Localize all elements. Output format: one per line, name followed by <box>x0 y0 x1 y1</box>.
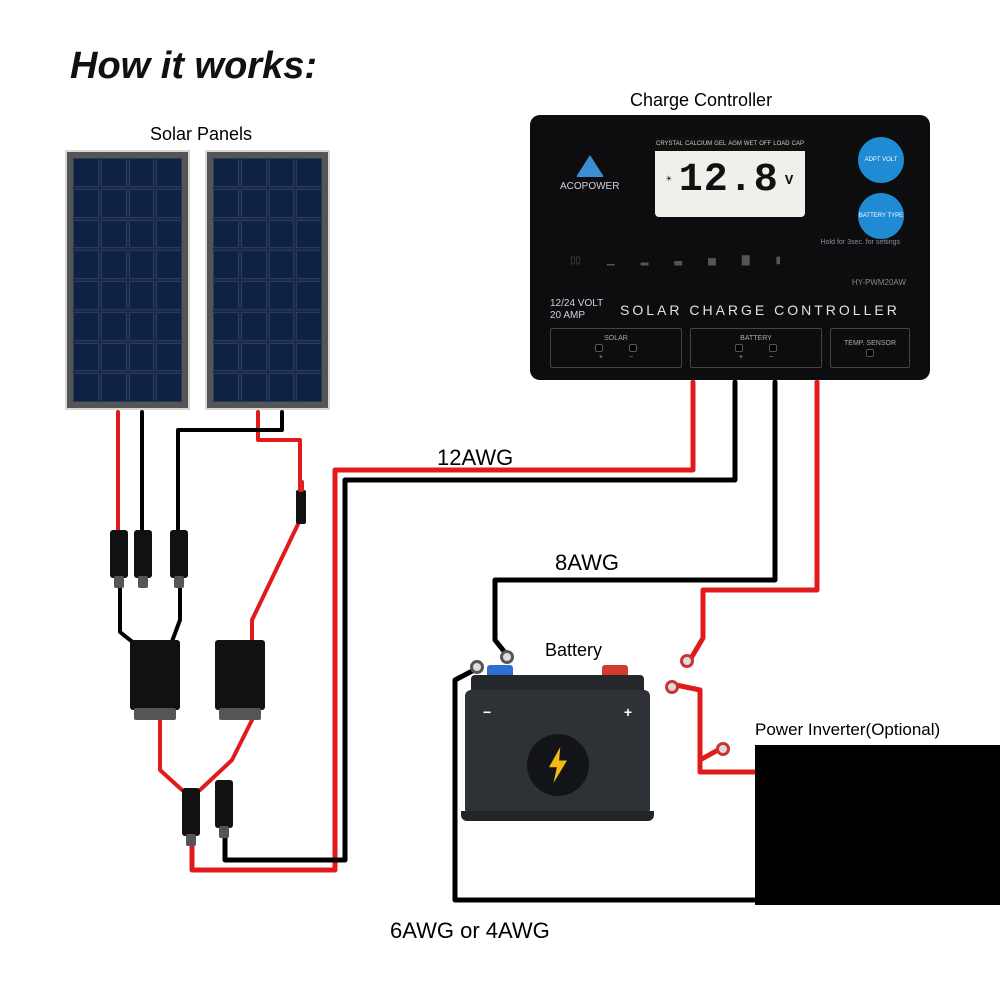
label-inverter: Power Inverter(Optional) <box>755 720 940 740</box>
label-charge-controller: Charge Controller <box>630 90 772 111</box>
model-number: HY-PWM20AW <box>852 278 906 287</box>
ring-terminal <box>500 650 514 664</box>
diagram-title: How it works: <box>70 45 317 88</box>
lcd-unit: V <box>785 151 794 211</box>
port-battery: BATTERY +− <box>690 328 822 368</box>
brand-text: ACOPOWER <box>560 181 619 192</box>
lcd-voltage: 12.8 <box>679 151 779 211</box>
lcd-display: CRYSTALCALCIUMGELAGMWETOFFLOADCAP ☀ 12.8… <box>655 137 805 217</box>
lcd-strip: CRYSTALCALCIUMGELAGMWETOFFLOADCAP <box>655 137 805 151</box>
battery: − + <box>465 665 650 815</box>
panel-2-cells <box>213 158 322 402</box>
label-8awg: 8AWG <box>555 550 619 576</box>
solar-panel-2 <box>205 150 330 410</box>
solar-panel-1 <box>65 150 190 410</box>
minus-icon: − <box>483 704 491 720</box>
battery-type-button[interactable]: BATTERY TYPE <box>858 193 904 239</box>
label-battery: Battery <box>545 640 602 661</box>
sun-icon: ☀ <box>666 151 673 211</box>
mc4-connector <box>110 530 128 578</box>
adpt-volt-button[interactable]: ADPT VOLT <box>858 137 904 183</box>
port-solar: SOLAR +− <box>550 328 682 368</box>
y-branch-connector <box>215 640 265 710</box>
label-solar-panels: Solar Panels <box>150 124 252 145</box>
label-6-4awg: 6AWG or 4AWG <box>390 918 550 944</box>
power-inverter <box>755 745 1000 905</box>
label-12awg: 12AWG <box>437 445 513 471</box>
mc4-connector <box>215 780 233 828</box>
charge-controller: ACOPOWER CRYSTALCALCIUMGELAGMWETOFFLOADC… <box>530 115 930 380</box>
solar-wiring-diagram: How it works: Solar Panels Charge Contro… <box>0 0 1000 1000</box>
bolt-icon <box>527 734 589 796</box>
mc4-connector-pos <box>296 490 306 524</box>
y-branch-connector <box>130 640 180 710</box>
controller-title: SOLAR CHARGE CONTROLLER <box>620 302 900 318</box>
mc4-connector <box>170 530 188 578</box>
volt-amp-spec: 12/24 VOLT 20 AMP <box>550 298 620 322</box>
port-temp-sensor: TEMP. SENSOR <box>830 328 910 368</box>
hold-hint: Hold for 3sec. for settings <box>821 239 900 246</box>
mc4-connector <box>182 788 200 836</box>
port-row: SOLAR +− BATTERY +− TEMP. SENSOR <box>550 328 910 368</box>
acopower-logo: ACOPOWER <box>560 155 619 192</box>
plus-icon: + <box>624 704 632 720</box>
ring-terminal <box>680 654 694 668</box>
mc4-connector <box>134 530 152 578</box>
ring-terminal <box>665 680 679 694</box>
level-icons: ▯▯▁▂▃▅▇▮ <box>570 255 781 266</box>
ring-terminal <box>716 742 730 756</box>
panel-1-cells <box>73 158 182 402</box>
